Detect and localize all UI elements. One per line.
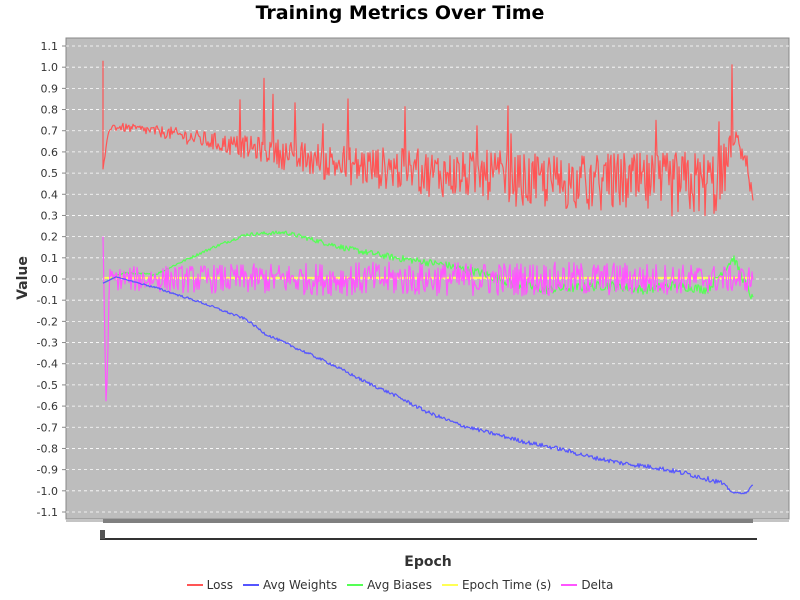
y-tick-label: -1.1 bbox=[37, 506, 58, 519]
legend-label: Epoch Time (s) bbox=[461, 578, 552, 592]
y-tick-label: -0.8 bbox=[37, 442, 58, 455]
legend-item: Avg Biases bbox=[347, 578, 432, 592]
legend-item: Delta bbox=[561, 578, 613, 592]
y-tick-label: -0.6 bbox=[37, 400, 58, 413]
y-tick-label: 0.5 bbox=[41, 167, 59, 180]
y-tick-label: 0.3 bbox=[41, 209, 59, 222]
legend-swatch bbox=[561, 584, 578, 586]
y-tick-label: -1.0 bbox=[37, 485, 58, 498]
y-tick-label: 0.0 bbox=[41, 273, 59, 286]
legend-label: Delta bbox=[581, 578, 614, 592]
y-tick-label: -0.1 bbox=[37, 294, 58, 307]
y-tick-label: 0.1 bbox=[41, 252, 59, 265]
series-line-avg-weights bbox=[102, 276, 754, 495]
legend-label: Loss bbox=[206, 578, 233, 592]
y-tick-label: -0.9 bbox=[37, 464, 58, 477]
y-tick-label: -0.7 bbox=[37, 421, 58, 434]
legend-item: Avg Weights bbox=[242, 578, 338, 592]
series-line-avg-biases bbox=[102, 230, 754, 300]
y-tick-label: 0.6 bbox=[41, 146, 59, 159]
legend-swatch bbox=[242, 584, 259, 586]
y-tick-label: 0.7 bbox=[41, 125, 59, 138]
series-lines bbox=[102, 60, 754, 495]
y-tick-label: -0.4 bbox=[37, 358, 58, 371]
y-tick-label: 0.4 bbox=[41, 188, 59, 201]
y-tick-label: -0.2 bbox=[37, 315, 58, 328]
y-tick-label: 0.8 bbox=[41, 104, 59, 117]
legend-item: Epoch Time (s) bbox=[441, 578, 552, 592]
y-axis-label: Value bbox=[15, 256, 31, 300]
y-tick-label: 1.0 bbox=[41, 61, 59, 74]
legend-label: Avg Biases bbox=[367, 578, 432, 592]
series-line-delta bbox=[102, 236, 754, 402]
legend-swatch bbox=[347, 584, 364, 586]
y-tick-label: 0.9 bbox=[41, 82, 59, 95]
series-line-loss bbox=[102, 60, 754, 217]
y-tick-label: 1.1 bbox=[41, 40, 59, 53]
legend: Loss Avg Weights Avg Biases Epoch Time (s) D… bbox=[0, 578, 800, 592]
x-axis-label: Epoch bbox=[404, 554, 451, 570]
x-axis-tick-marker bbox=[100, 530, 105, 539]
y-tick-label: -0.3 bbox=[37, 337, 58, 350]
chart-title: Training Metrics Over Time bbox=[255, 2, 545, 24]
y-axis: 1.1 1.0 0.9 0.8 0.7 0.6 0.5 0.4 0.3 0.2 0.1 0.0 -0.1… bbox=[37, 40, 66, 519]
legend-item: Loss bbox=[186, 578, 233, 592]
legend-swatch bbox=[186, 584, 203, 586]
y-tick-label: 0.2 bbox=[41, 231, 59, 244]
legend-swatch bbox=[441, 584, 458, 586]
y-tick-label: -0.5 bbox=[37, 379, 58, 392]
legend-label: Avg Weights bbox=[262, 578, 338, 592]
